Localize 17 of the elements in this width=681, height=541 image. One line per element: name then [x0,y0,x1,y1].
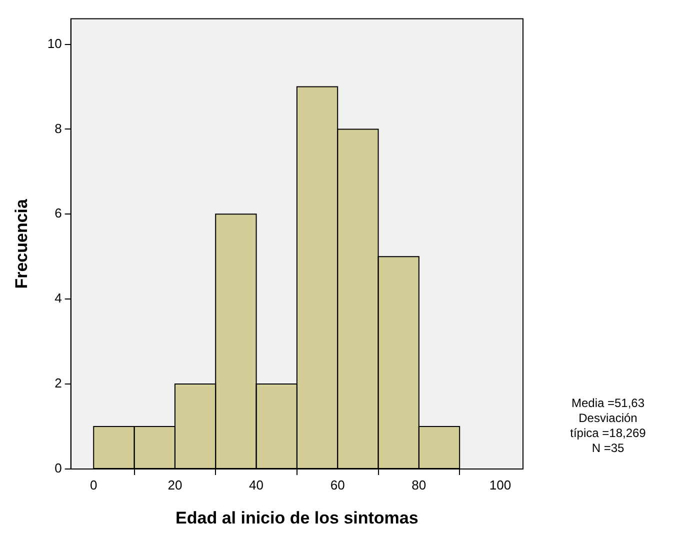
y-tick-label: 0 [54,460,62,476]
y-axis-title: Frecuencia [12,198,31,289]
x-tick-label: 20 [168,477,182,492]
text: N =35 [590,441,626,456]
y-tick-label: 6 [54,206,62,221]
x-tick-label: 80 [412,477,426,492]
text: Media =51,63 [570,396,646,411]
x-tick-label: 60 [330,477,345,492]
text: Desviación típica =18,269 [569,411,647,441]
y-tick-label: 4 [54,290,62,306]
y-tick-label: 2 [54,376,62,391]
x-axis-title: Edad al inicio de los sintomas [176,508,418,528]
y-tick-label: 8 [54,120,62,136]
x-tick-label: 0 [90,477,98,492]
x-tick-label: 40 [249,477,264,492]
x-tick-label: 100 [489,477,512,492]
y-tick-label: 10 [47,36,62,51]
